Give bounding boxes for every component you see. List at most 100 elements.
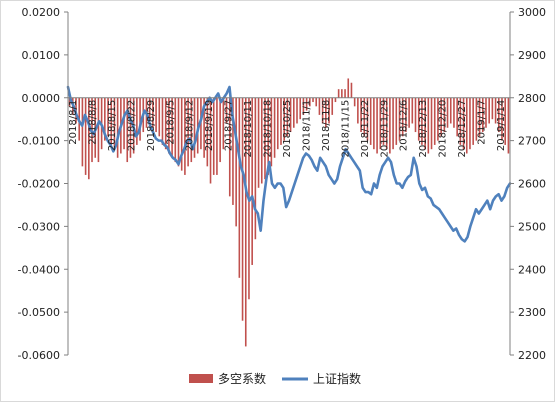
- bar-91: [360, 97, 362, 133]
- bar-53: [238, 97, 241, 278]
- x-tick-label: 2018/12/27: [457, 100, 468, 158]
- bar-137: [507, 97, 510, 154]
- bar-51: [232, 97, 234, 205]
- left-tick-label: 0.0000: [22, 92, 61, 105]
- bar-57: [251, 97, 253, 265]
- bar-18: [126, 97, 129, 163]
- bar-37: [187, 97, 189, 167]
- x-tick-label: 2018/8/8: [88, 100, 99, 145]
- bar-19: [129, 97, 132, 158]
- left-tick-label: -0.0400: [18, 263, 60, 276]
- bar-110: [421, 97, 423, 145]
- bar-0: [68, 97, 71, 107]
- bar-45: [212, 97, 215, 175]
- bar-85: [341, 89, 343, 98]
- bar-133: [494, 97, 497, 124]
- x-tick-label: 2018/9/5: [165, 100, 176, 145]
- bar-28: [158, 97, 161, 137]
- bar-136: [504, 97, 506, 145]
- bar-84: [337, 89, 340, 98]
- bar-58: [254, 97, 257, 240]
- bar-126: [472, 97, 474, 145]
- right-tick-label: 2700: [518, 135, 546, 148]
- bar-22: [139, 97, 141, 141]
- bar-68: [286, 97, 289, 137]
- bar-112: [427, 97, 430, 154]
- right-tick-label: 2500: [518, 220, 546, 233]
- bar-76: [312, 97, 314, 103]
- x-tick-label: 2018/8/22: [126, 100, 137, 151]
- bar-48: [222, 97, 225, 150]
- bar-83: [334, 97, 337, 103]
- left-tick-label: -0.0100: [18, 135, 60, 148]
- bar-6: [88, 97, 90, 180]
- bar-105: [405, 97, 407, 133]
- x-tick-label: 2018/8/1: [68, 100, 79, 145]
- x-tick-label: 2018/11/29: [379, 100, 390, 158]
- bar-73: [302, 97, 305, 115]
- bar-33: [174, 97, 177, 163]
- right-tick-label: 2900: [518, 49, 546, 62]
- bar-97: [379, 97, 382, 150]
- bar-62: [267, 97, 269, 175]
- bar-32: [171, 97, 173, 158]
- left-tick-label: -0.0500: [18, 306, 60, 319]
- bar-14: [113, 97, 116, 150]
- bar-4: [81, 97, 84, 167]
- left-tick-label: -0.0600: [18, 349, 60, 362]
- bar-71: [296, 97, 298, 124]
- x-tick-label: 2019/1/7: [477, 100, 488, 145]
- right-tick-label: 2400: [518, 263, 546, 276]
- bar-134: [497, 97, 500, 133]
- bar-34: [177, 97, 180, 167]
- right-tick-label: 2600: [518, 178, 546, 191]
- bar-75: [309, 97, 311, 107]
- bar-82: [331, 97, 334, 115]
- bar-116: [440, 97, 442, 137]
- bar-89: [353, 97, 356, 107]
- bar-125: [469, 97, 471, 150]
- bar-12: [107, 97, 109, 137]
- bar-98: [382, 97, 385, 145]
- left-tick-label: -0.0200: [18, 178, 60, 191]
- legend-bar-label: 多空系数: [218, 371, 266, 386]
- bar-107: [411, 97, 414, 124]
- bar-99: [385, 97, 388, 150]
- bar-118: [446, 97, 449, 128]
- bar-127: [475, 97, 478, 141]
- x-tick-label: 2018/10/25: [282, 100, 293, 158]
- bar-122: [459, 97, 462, 145]
- bar-69: [289, 97, 292, 133]
- bar-9: [97, 97, 100, 163]
- x-tick-label: 2018/10/18: [263, 100, 274, 158]
- bar-128: [478, 97, 481, 137]
- bar-65: [276, 97, 279, 150]
- left-tick-label: 0.0100: [22, 49, 61, 62]
- bar-95: [373, 97, 375, 150]
- bar-25: [148, 97, 151, 124]
- bar-104: [401, 97, 404, 137]
- bar-63: [270, 97, 273, 167]
- bar-39: [193, 97, 196, 158]
- bar-101: [392, 97, 394, 150]
- x-tick-label: 2018/11/8: [321, 100, 332, 151]
- bar-114: [433, 97, 436, 145]
- bar-92: [363, 97, 366, 137]
- bar-93: [366, 97, 369, 141]
- bar-38: [190, 97, 193, 163]
- bar-74: [305, 97, 308, 111]
- bar-87: [347, 78, 350, 98]
- x-tick-label: 2018/12/13: [418, 100, 429, 158]
- bar-29: [161, 97, 164, 145]
- bar-42: [203, 97, 205, 158]
- x-tick-label: 2018/10/11: [243, 100, 254, 158]
- bar-106: [408, 97, 410, 128]
- bar-52: [235, 97, 237, 227]
- bar-30: [164, 97, 167, 150]
- x-tick-label: 2018/9/27: [224, 100, 235, 151]
- bar-60: [260, 97, 263, 184]
- bar-109: [417, 97, 420, 141]
- bar-36: [184, 97, 186, 175]
- x-tick-label: 2018/11/1: [302, 100, 313, 151]
